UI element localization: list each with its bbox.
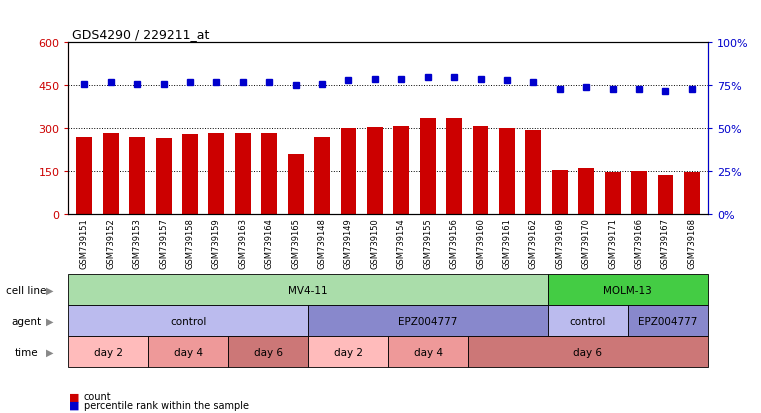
Text: time: time: [14, 347, 38, 357]
Bar: [235, 134, 251, 215]
Bar: [103, 133, 119, 215]
Bar: [76, 138, 92, 215]
Text: ■: ■: [68, 392, 79, 401]
Text: EPZ004777: EPZ004777: [398, 316, 458, 326]
Bar: [156, 139, 171, 215]
Bar: [288, 155, 304, 215]
Text: ▶: ▶: [46, 285, 53, 295]
Bar: [393, 126, 409, 215]
Text: agent: agent: [11, 316, 41, 326]
Text: day 6: day 6: [253, 347, 283, 357]
Bar: [578, 169, 594, 215]
Text: day 2: day 2: [333, 347, 363, 357]
Text: cell line: cell line: [6, 285, 46, 295]
Text: day 2: day 2: [94, 347, 123, 357]
Bar: [658, 176, 673, 215]
Text: GDS4290 / 229211_at: GDS4290 / 229211_at: [72, 28, 210, 41]
Bar: [261, 134, 277, 215]
Text: day 4: day 4: [413, 347, 443, 357]
Text: control: control: [170, 316, 206, 326]
Text: percentile rank within the sample: percentile rank within the sample: [84, 400, 249, 410]
Bar: [605, 173, 620, 215]
Bar: [684, 173, 700, 215]
Text: control: control: [570, 316, 606, 326]
Bar: [420, 119, 435, 215]
Bar: [341, 128, 356, 215]
Text: day 4: day 4: [174, 347, 203, 357]
Text: day 6: day 6: [573, 347, 603, 357]
Text: MV4-11: MV4-11: [288, 285, 328, 295]
Text: count: count: [84, 392, 111, 401]
Bar: [182, 135, 198, 215]
Bar: [446, 119, 462, 215]
Text: MOLM-13: MOLM-13: [603, 285, 652, 295]
Text: ▶: ▶: [46, 316, 53, 326]
Bar: [367, 128, 383, 215]
Bar: [525, 131, 541, 215]
Bar: [314, 138, 330, 215]
Bar: [552, 171, 568, 215]
Text: EPZ004777: EPZ004777: [638, 316, 698, 326]
Text: ▶: ▶: [46, 347, 53, 357]
Text: ■: ■: [68, 400, 79, 410]
Bar: [473, 126, 489, 215]
Bar: [499, 129, 515, 215]
Bar: [631, 171, 647, 215]
Bar: [209, 133, 224, 215]
Bar: [129, 138, 145, 215]
